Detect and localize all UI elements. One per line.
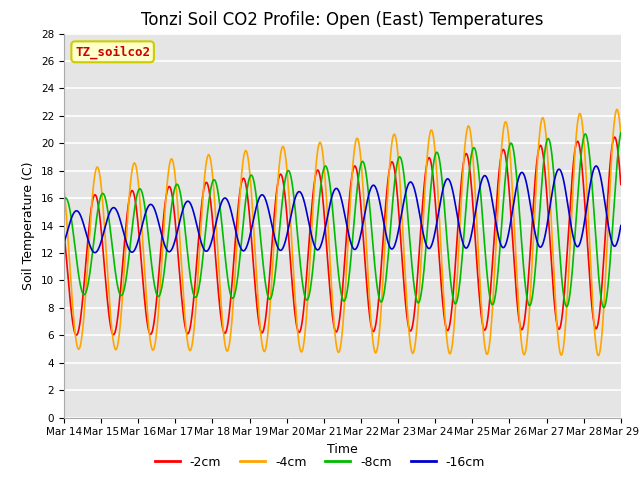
-4cm bbox=[60, 186, 68, 192]
-2cm bbox=[504, 178, 512, 183]
-4cm bbox=[613, 107, 621, 112]
-8cm bbox=[568, 276, 575, 282]
-16cm bbox=[359, 222, 367, 228]
Line: -2cm: -2cm bbox=[64, 137, 621, 335]
-2cm bbox=[611, 134, 618, 140]
X-axis label: Time: Time bbox=[327, 443, 358, 456]
-16cm bbox=[60, 240, 68, 246]
-4cm bbox=[568, 212, 575, 217]
-2cm bbox=[568, 179, 575, 185]
-4cm bbox=[583, 190, 591, 195]
-16cm bbox=[617, 223, 625, 228]
Legend: -2cm, -4cm, -8cm, -16cm: -2cm, -4cm, -8cm, -16cm bbox=[150, 451, 490, 474]
Line: -16cm: -16cm bbox=[64, 166, 621, 252]
-4cm bbox=[358, 175, 366, 181]
-8cm bbox=[60, 197, 68, 203]
-4cm bbox=[371, 348, 378, 354]
-16cm bbox=[592, 163, 600, 169]
-2cm bbox=[584, 240, 591, 245]
-16cm bbox=[216, 205, 223, 211]
Y-axis label: Soil Temperature (C): Soil Temperature (C) bbox=[22, 161, 35, 290]
-16cm bbox=[91, 250, 99, 255]
-4cm bbox=[216, 272, 223, 277]
-16cm bbox=[568, 227, 575, 233]
-2cm bbox=[216, 301, 223, 307]
-16cm bbox=[584, 201, 591, 206]
Line: -4cm: -4cm bbox=[64, 109, 621, 356]
-2cm bbox=[371, 326, 379, 332]
-8cm bbox=[617, 130, 625, 135]
Text: TZ_soilco2: TZ_soilco2 bbox=[75, 45, 150, 59]
-2cm bbox=[60, 229, 68, 235]
-16cm bbox=[504, 232, 512, 238]
Title: Tonzi Soil CO2 Profile: Open (East) Temperatures: Tonzi Soil CO2 Profile: Open (East) Temp… bbox=[141, 11, 543, 29]
-4cm bbox=[617, 132, 625, 137]
-8cm bbox=[600, 305, 607, 311]
-2cm bbox=[72, 332, 80, 338]
-2cm bbox=[359, 226, 367, 231]
-8cm bbox=[583, 135, 591, 141]
-4cm bbox=[504, 129, 512, 135]
-2cm bbox=[617, 181, 625, 187]
-8cm bbox=[371, 260, 378, 265]
-8cm bbox=[358, 158, 366, 164]
-8cm bbox=[216, 198, 223, 204]
-8cm bbox=[504, 150, 512, 156]
Line: -8cm: -8cm bbox=[64, 132, 621, 308]
-16cm bbox=[371, 183, 379, 189]
-4cm bbox=[595, 353, 602, 359]
